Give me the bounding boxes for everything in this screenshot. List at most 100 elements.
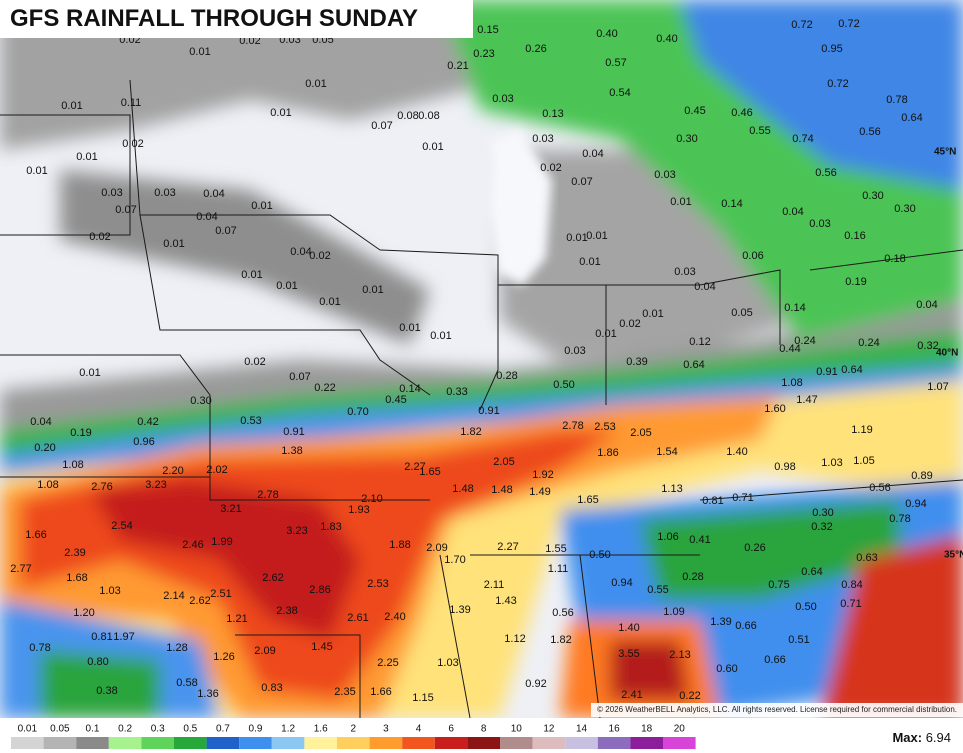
precip-label: 2.20 bbox=[162, 465, 183, 477]
precip-label: 1.55 bbox=[545, 543, 566, 555]
legend-label: 1.6 bbox=[314, 724, 328, 735]
legend-label: 0.01 bbox=[18, 724, 38, 735]
copyright: © 2026 WeatherBELL Analytics, LLC. All r… bbox=[591, 703, 963, 717]
precip-label: 0.32 bbox=[917, 340, 938, 352]
precip-label: 2.38 bbox=[276, 605, 297, 617]
precip-label: 2.39 bbox=[64, 547, 85, 559]
precip-label: 1.83 bbox=[320, 521, 341, 533]
precip-label: 0.01 bbox=[270, 107, 291, 119]
precip-label: 2.10 bbox=[361, 493, 382, 505]
legend-label: 12 bbox=[543, 724, 555, 735]
precip-label: 0.01 bbox=[26, 165, 47, 177]
precip-label: 0.03 bbox=[654, 169, 675, 181]
precip-label: 1.08 bbox=[62, 459, 83, 471]
precip-label: 0.60 bbox=[716, 663, 737, 675]
precip-label: 0.40 bbox=[596, 28, 617, 40]
precip-label: 1.20 bbox=[73, 607, 94, 619]
precip-label: 0.78 bbox=[29, 642, 50, 654]
title-box: GFS RAINFALL THROUGH SUNDAY bbox=[0, 0, 473, 38]
precip-label: 0.19 bbox=[70, 427, 91, 439]
precip-label: 0.04 bbox=[30, 416, 51, 428]
precip-label: 0.15 bbox=[477, 24, 498, 36]
precip-label: 0.01 bbox=[61, 100, 82, 112]
precip-label: 1.65 bbox=[577, 494, 598, 506]
precip-label: 2.05 bbox=[493, 456, 514, 468]
legend-label: 1.2 bbox=[281, 724, 295, 735]
precip-label: 0.56 bbox=[552, 607, 573, 619]
precip-label: 0.03 bbox=[101, 187, 122, 199]
precip-label: 0.01 bbox=[362, 284, 383, 296]
precip-label: 0.02 bbox=[122, 138, 143, 150]
precip-label: 0.01 bbox=[241, 269, 262, 281]
precip-label: 0.18 bbox=[884, 253, 905, 265]
precip-label: 0.50 bbox=[589, 549, 610, 561]
precip-label: 2.41 bbox=[621, 689, 642, 701]
precip-label: 1.07 bbox=[927, 381, 948, 393]
legend-label: 0.3 bbox=[151, 724, 165, 735]
precip-label: 0.20 bbox=[34, 442, 55, 454]
precip-label: 0.30 bbox=[676, 133, 697, 145]
precip-label: 0.70 bbox=[347, 406, 368, 418]
precip-label: 0.08 bbox=[397, 110, 418, 122]
precip-label: 0.01 bbox=[595, 328, 616, 340]
precip-label: 1.03 bbox=[437, 657, 458, 669]
point-labels: 0.020.010.02 0.03 0.050.150.23 0.260.210.40… bbox=[10, 18, 963, 704]
precip-label: 0.72 bbox=[827, 78, 848, 90]
precip-label: 0.11 bbox=[121, 97, 142, 109]
precip-label: 0.01 bbox=[79, 367, 100, 379]
precip-label: 0.74 bbox=[792, 133, 813, 145]
rain-field bbox=[0, 0, 963, 718]
precip-label: 2.35 bbox=[334, 686, 355, 698]
precip-label: 2.86 bbox=[309, 584, 330, 596]
precip-label: 0.40 bbox=[656, 33, 677, 45]
precip-label: 0.01 bbox=[430, 330, 451, 342]
precip-label: 1.39 bbox=[710, 616, 731, 628]
precip-label: 0.01 bbox=[251, 200, 272, 212]
precip-label: 1.66 bbox=[370, 686, 391, 698]
precip-label: 0.56 bbox=[815, 167, 836, 179]
precip-label: 0.07 bbox=[289, 371, 310, 383]
precip-label: 2.27 bbox=[497, 541, 518, 553]
precip-label: 0.72 bbox=[838, 18, 859, 30]
precip-label: 2.62 bbox=[262, 572, 283, 584]
precip-label: 0.22 bbox=[314, 382, 335, 394]
legend-swatch bbox=[630, 737, 663, 749]
precip-label: 0.45 bbox=[385, 394, 406, 406]
precip-label: 0.04 bbox=[582, 148, 603, 160]
legend-swatch bbox=[239, 737, 272, 749]
precip-label: 0.71 bbox=[732, 492, 753, 504]
legend-swatch bbox=[11, 737, 44, 749]
precip-label: 2.40 bbox=[384, 611, 405, 623]
precip-label: 1.99 bbox=[211, 536, 232, 548]
precip-label: 0.02 bbox=[540, 162, 561, 174]
legend-swatch bbox=[500, 737, 533, 749]
precip-label: 1.09 bbox=[663, 606, 684, 618]
map-title: GFS RAINFALL THROUGH SUNDAY bbox=[10, 5, 419, 32]
precip-label: 1.05 bbox=[853, 455, 874, 467]
precip-label: 2.78 bbox=[257, 489, 278, 501]
precip-label: 0.14 bbox=[721, 198, 742, 210]
precip-label: 1.11 bbox=[548, 563, 569, 575]
precip-label: 0.03 bbox=[492, 93, 513, 105]
max-label: Max: bbox=[892, 730, 923, 745]
precip-label: 1.66 bbox=[25, 529, 46, 541]
precip-label: 0.64 bbox=[683, 359, 704, 371]
precip-label: 0.06 bbox=[742, 250, 763, 262]
legend-label: 6 bbox=[448, 724, 454, 735]
latitude-label: 45°N bbox=[934, 147, 956, 158]
precip-label: 0.94 bbox=[905, 498, 926, 510]
precip-label: 0.03 bbox=[532, 133, 553, 145]
precip-label: 0.01 bbox=[305, 78, 326, 90]
precip-label: 0.30 bbox=[862, 190, 883, 202]
rainfall-map: 0.020.010.02 0.03 0.050.150.23 0.260.210.40… bbox=[0, 0, 963, 718]
precip-label: 1.82 bbox=[550, 634, 571, 646]
precip-label: 2.13 bbox=[669, 649, 690, 661]
precip-label: 0.04 bbox=[916, 299, 937, 311]
precip-label: 3.21 bbox=[220, 503, 241, 515]
precip-label: 2.09 bbox=[254, 645, 275, 657]
precip-label: 0.26 bbox=[744, 542, 765, 554]
precip-label: 0.32 bbox=[811, 521, 832, 533]
precip-label: 0.13 bbox=[542, 108, 563, 120]
precip-label: 0.98 bbox=[774, 461, 795, 473]
